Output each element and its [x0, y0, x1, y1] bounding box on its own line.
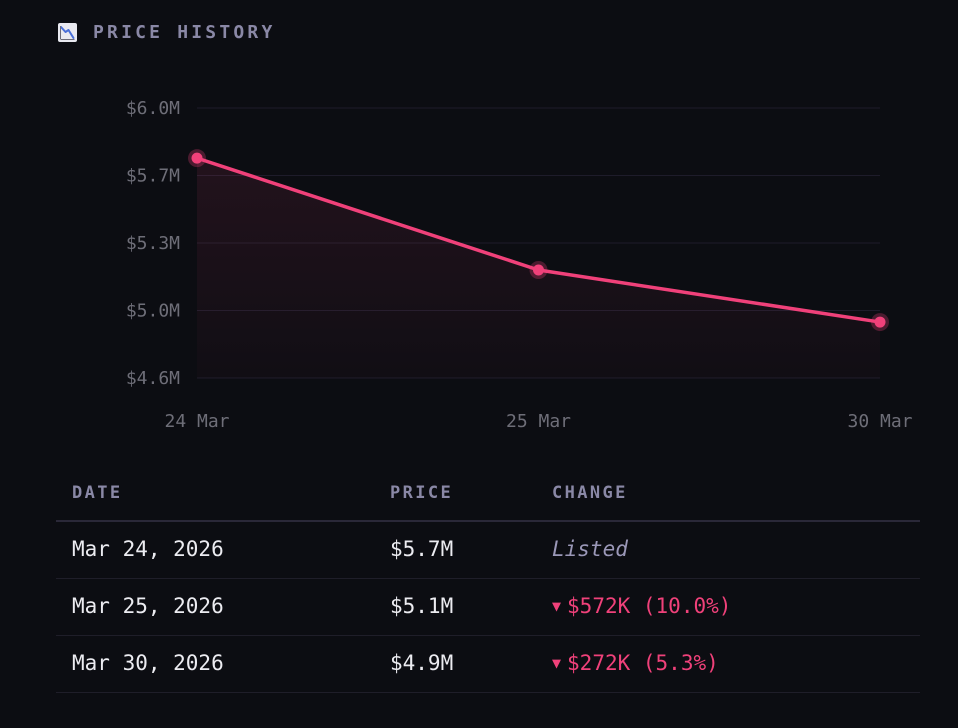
- row-date: Mar 24, 2026: [72, 537, 224, 561]
- y-axis-labels: $6.0M $5.7M $5.3M $5.0M $4.6M: [126, 98, 180, 389]
- section-title: PRICE HISTORY: [93, 21, 276, 43]
- chart-decreasing-icon: [58, 22, 77, 42]
- row-change: ▼ $272K (5.3%): [552, 651, 719, 675]
- y-tick-label: $5.0M: [126, 301, 180, 322]
- x-tick-label: 25 Mar: [506, 411, 571, 432]
- x-tick-label: 30 Mar: [847, 411, 912, 432]
- row-price: $4.9M: [390, 651, 454, 675]
- header-date: DATE: [72, 483, 123, 503]
- down-triangle-icon: ▼: [552, 654, 562, 672]
- y-tick-label: $5.3M: [126, 233, 180, 254]
- table-header-row: DATE PRICE CHANGE: [56, 470, 920, 522]
- x-tick-label: 24 Mar: [164, 411, 229, 432]
- y-tick-label: $4.6M: [126, 368, 180, 389]
- down-triangle-icon: ▼: [552, 597, 562, 615]
- table-row: Mar 30, 2026 $4.9M ▼ $272K (5.3%): [56, 636, 920, 693]
- row-change-text: $572K (10.0%): [567, 594, 732, 618]
- chart-area: [197, 158, 880, 378]
- row-price: $5.1M: [390, 594, 454, 618]
- row-price: $5.7M: [390, 537, 454, 561]
- price-history-chart: $6.0M $5.7M $5.3M $5.0M $4.6M 24 Mar 25 Mar 30…: [126, 98, 913, 432]
- y-tick-label: $6.0M: [126, 98, 180, 119]
- header-price: PRICE: [390, 483, 454, 503]
- row-change-text: Listed: [552, 537, 628, 561]
- price-history-table: DATE PRICE CHANGE Mar 24, 2026 $5.7M Lis…: [56, 470, 920, 693]
- row-date: Mar 30, 2026: [72, 651, 224, 675]
- header-change: CHANGE: [552, 483, 628, 503]
- y-tick-label: $5.7M: [126, 166, 180, 187]
- data-point[interactable]: [191, 152, 203, 164]
- row-change: Listed: [552, 537, 628, 561]
- row-date: Mar 25, 2026: [72, 594, 224, 618]
- section-header: PRICE HISTORY: [58, 20, 275, 44]
- data-point[interactable]: [874, 316, 886, 328]
- row-change-text: $272K (5.3%): [567, 651, 719, 675]
- chart-points: [188, 149, 889, 332]
- series-area: [197, 158, 880, 378]
- data-point[interactable]: [533, 264, 544, 276]
- row-change: ▼ $572K (10.0%): [552, 594, 731, 618]
- table-row: Mar 24, 2026 $5.7M Listed: [56, 522, 920, 579]
- x-axis-labels: 24 Mar 25 Mar 30 Mar: [164, 411, 912, 432]
- table-row: Mar 25, 2026 $5.1M ▼ $572K (10.0%): [56, 579, 920, 636]
